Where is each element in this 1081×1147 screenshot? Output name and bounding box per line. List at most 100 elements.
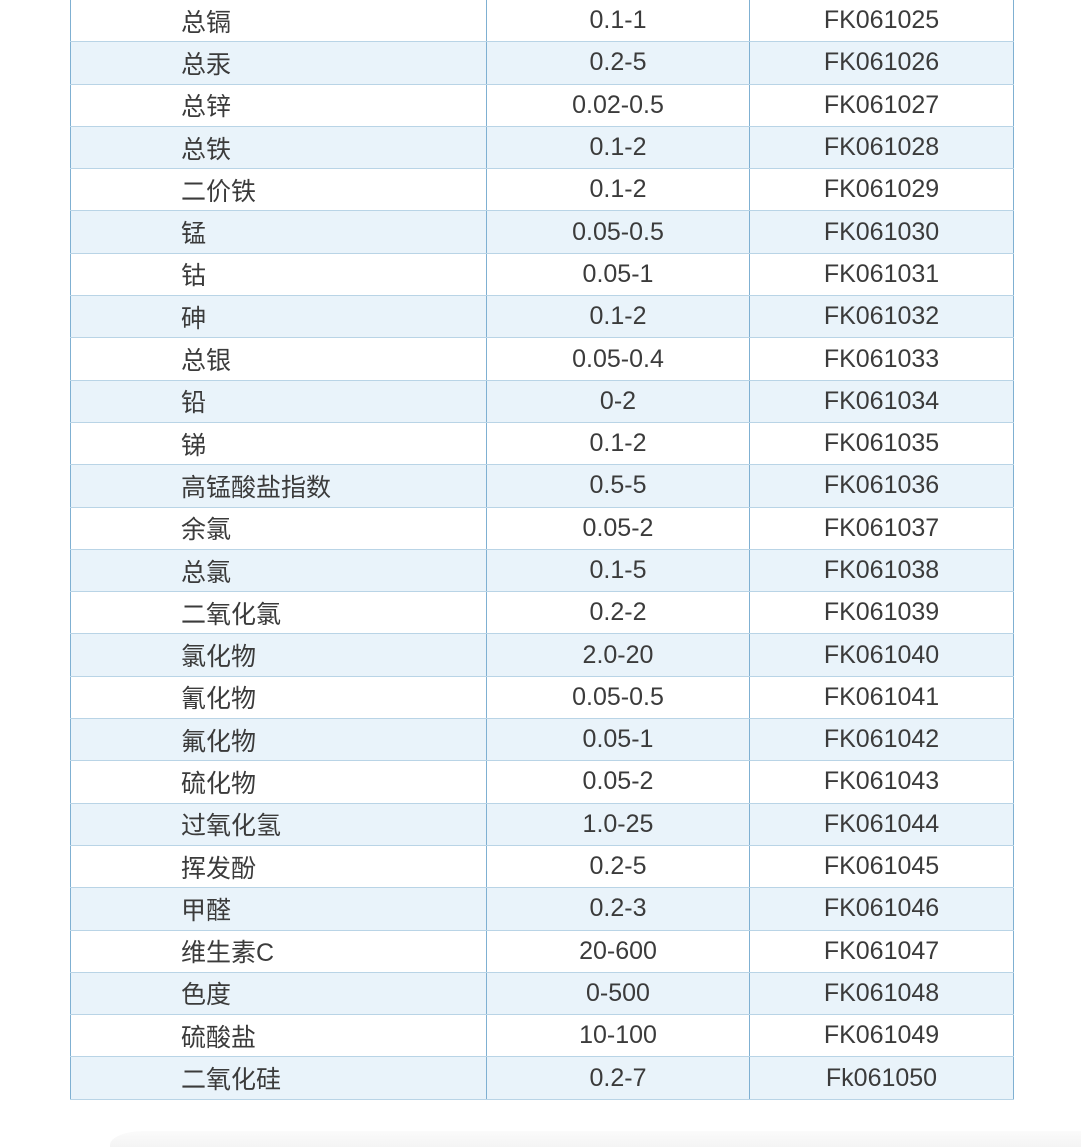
cell-parameter-name: 锰 <box>70 210 487 254</box>
cell-parameter-name: 总银 <box>70 337 487 381</box>
table-row: 高锰酸盐指数 0.5-5 FK061036 <box>70 464 1014 508</box>
table-row: 二氧化氯 0.2-2 FK061039 <box>70 591 1014 635</box>
cell-product-code: FK061033 <box>749 337 1014 381</box>
parameter-table-grid: 总镉 0.1-1 FK061025 总汞 0.2-5 FK061026 总锌 0.02-0.5… <box>70 0 1014 1100</box>
cell-parameter-name: 总氯 <box>70 548 487 593</box>
table-row: 氟化物 0.05-1 FK061042 <box>70 718 1014 762</box>
table-row: 挥发酚 0.2-5 FK061045 <box>70 844 1014 889</box>
table-row: 硫酸盐 10-100 FK061049 <box>70 1014 1014 1058</box>
table-row: 铅 0-2 FK061034 <box>70 379 1014 423</box>
parameter-table: 总镉 0.1-1 FK061025 总汞 0.2-5 FK061026 总锌 0.02-0.5… <box>70 0 1014 1100</box>
cell-parameter-name: 硫酸盐 <box>70 1014 487 1058</box>
table-row: 维生素C 20-600 FK061047 <box>70 929 1014 973</box>
table-row: 总汞 0.2-5 FK061026 <box>70 41 1014 85</box>
cell-product-code: FK061040 <box>749 633 1014 677</box>
cell-parameter-name: 氰化物 <box>70 675 487 720</box>
table-row: 总氯 0.1-5 FK061038 <box>70 548 1014 593</box>
cell-measurement-range: 0.1-2 <box>486 421 750 466</box>
cell-parameter-name: 色度 <box>70 971 487 1016</box>
cell-measurement-range: 20-600 <box>486 929 750 973</box>
cell-measurement-range: 0.1-1 <box>486 0 750 43</box>
cell-product-code: FK061038 <box>749 548 1014 593</box>
table-row: 总镉 0.1-1 FK061025 <box>70 0 1014 43</box>
cell-measurement-range: 0.05-1 <box>486 252 750 297</box>
table-row: 锑 0.1-2 FK061035 <box>70 421 1014 466</box>
cell-parameter-name: 氟化物 <box>70 718 487 762</box>
cell-measurement-range: 0.2-2 <box>486 591 750 635</box>
cell-measurement-range: 0.05-0.4 <box>486 337 750 381</box>
cell-parameter-name: 总镉 <box>70 0 487 43</box>
cell-parameter-name: 甲醛 <box>70 887 487 931</box>
cell-product-code: FK061049 <box>749 1014 1014 1058</box>
cell-parameter-name: 挥发酚 <box>70 844 487 889</box>
cell-product-code: FK061025 <box>749 0 1014 43</box>
cell-measurement-range: 0.1-2 <box>486 168 750 212</box>
cell-measurement-range: 2.0-20 <box>486 633 750 677</box>
table-row: 砷 0.1-2 FK061032 <box>70 295 1014 339</box>
cell-parameter-name: 二价铁 <box>70 168 487 212</box>
table-row: 钴 0.05-1 FK061031 <box>70 252 1014 297</box>
cell-parameter-name: 砷 <box>70 295 487 339</box>
cell-product-code: FK061032 <box>749 295 1014 339</box>
cell-parameter-name: 氯化物 <box>70 633 487 677</box>
cell-measurement-range: 0.2-5 <box>486 844 750 889</box>
cell-measurement-range: 0.2-5 <box>486 41 750 85</box>
cell-parameter-name: 总汞 <box>70 41 487 85</box>
table-row: 氯化物 2.0-20 FK061040 <box>70 633 1014 677</box>
cell-measurement-range: 0.5-5 <box>486 464 750 508</box>
cell-parameter-name: 铅 <box>70 379 487 423</box>
cell-product-code: FK061027 <box>749 83 1014 127</box>
cell-product-code: FK061046 <box>749 887 1014 931</box>
cell-product-code: FK061037 <box>749 506 1014 550</box>
cell-product-code: FK061042 <box>749 718 1014 762</box>
table-row: 过氧化氢 1.0-25 FK061044 <box>70 802 1014 846</box>
cell-parameter-name: 锑 <box>70 421 487 466</box>
parameter-table-body: 总镉 0.1-1 FK061025 总汞 0.2-5 FK061026 总锌 0.02-0.5… <box>70 0 1014 1100</box>
cell-measurement-range: 0.02-0.5 <box>486 83 750 127</box>
cell-measurement-range: 0.05-2 <box>486 760 750 804</box>
cell-product-code: FK061039 <box>749 591 1014 635</box>
cell-product-code: FK061036 <box>749 464 1014 508</box>
cell-measurement-range: 0.1-5 <box>486 548 750 593</box>
cell-product-code: FK061048 <box>749 971 1014 1016</box>
table-row: 总锌 0.02-0.5 FK061027 <box>70 83 1014 127</box>
cell-product-code: FK061028 <box>749 125 1014 170</box>
footer-band <box>110 1131 1081 1147</box>
table-row: 氰化物 0.05-0.5 FK061041 <box>70 675 1014 720</box>
cell-measurement-range: 0.1-2 <box>486 125 750 170</box>
cell-measurement-range: 0-500 <box>486 971 750 1016</box>
cell-measurement-range: 0.2-3 <box>486 887 750 931</box>
table-row: 锰 0.05-0.5 FK061030 <box>70 210 1014 254</box>
table-row: 甲醛 0.2-3 FK061046 <box>70 887 1014 931</box>
table-row: 总铁 0.1-2 FK061028 <box>70 125 1014 170</box>
cell-product-code: FK061030 <box>749 210 1014 254</box>
table-row: 二氧化硅 0.2-7 Fk061050 <box>70 1056 1014 1100</box>
cell-product-code: FK061031 <box>749 252 1014 297</box>
table-row: 色度 0-500 FK061048 <box>70 971 1014 1016</box>
cell-product-code: FK061045 <box>749 844 1014 889</box>
cell-parameter-name: 总铁 <box>70 125 487 170</box>
cell-product-code: FK061026 <box>749 41 1014 85</box>
cell-parameter-name: 二氧化氯 <box>70 591 487 635</box>
cell-parameter-name: 过氧化氢 <box>70 802 487 846</box>
cell-product-code: Fk061050 <box>749 1056 1014 1100</box>
cell-measurement-range: 0.1-2 <box>486 295 750 339</box>
cell-parameter-name: 维生素C <box>70 929 487 973</box>
cell-parameter-name: 高锰酸盐指数 <box>70 464 487 508</box>
table-row: 余氯 0.05-2 FK061037 <box>70 506 1014 550</box>
cell-parameter-name: 钴 <box>70 252 487 297</box>
cell-parameter-name: 二氧化硅 <box>70 1056 487 1100</box>
cell-product-code: FK061041 <box>749 675 1014 720</box>
cell-measurement-range: 1.0-25 <box>486 802 750 846</box>
cell-measurement-range: 10-100 <box>486 1014 750 1058</box>
cell-measurement-range: 0.05-2 <box>486 506 750 550</box>
cell-product-code: FK061044 <box>749 802 1014 846</box>
cell-measurement-range: 0.05-0.5 <box>486 210 750 254</box>
cell-product-code: FK061043 <box>749 760 1014 804</box>
cell-parameter-name: 余氯 <box>70 506 487 550</box>
cell-parameter-name: 硫化物 <box>70 760 487 804</box>
cell-measurement-range: 0.05-0.5 <box>486 675 750 720</box>
cell-product-code: FK061029 <box>749 168 1014 212</box>
cell-measurement-range: 0.05-1 <box>486 718 750 762</box>
cell-product-code: FK061034 <box>749 379 1014 423</box>
